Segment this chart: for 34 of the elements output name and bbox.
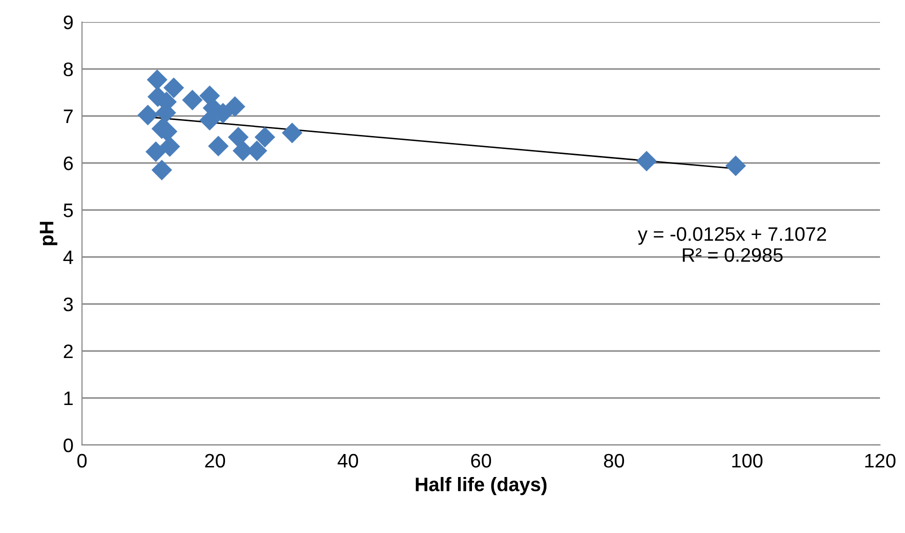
point <box>254 126 276 148</box>
y-tick-label: 4 <box>63 250 74 264</box>
x-tick-label: 20 <box>205 454 226 468</box>
x-tick-label: 120 <box>865 454 896 468</box>
point <box>182 90 203 110</box>
point <box>636 150 657 172</box>
point <box>163 78 184 98</box>
point <box>224 96 246 117</box>
point <box>152 160 172 180</box>
y-tick-label: 9 <box>64 15 73 30</box>
x-tick-label: 80 <box>604 454 624 468</box>
point <box>282 122 302 144</box>
y-tick-label: 5 <box>64 204 73 218</box>
point <box>228 126 249 148</box>
x-axis-title: Half life (days) <box>416 477 546 496</box>
y-tick-label: 7 <box>64 110 73 124</box>
y-tick-label: 6 <box>64 156 73 170</box>
point <box>725 156 746 176</box>
y-tick-label: 1 <box>64 392 73 406</box>
x-tick-label: 40 <box>338 454 358 468</box>
y-tick-label: 2 <box>64 344 73 358</box>
point <box>138 104 158 126</box>
y-tick-label: 0 <box>64 438 73 452</box>
annotation: y = -0.0125x + 7.1072 R² = 0.2985 <box>638 227 826 262</box>
y-tick-label: 8 <box>64 62 73 76</box>
point <box>208 136 229 156</box>
x-tick-label: 0 <box>77 454 87 468</box>
point <box>146 141 166 162</box>
y-tick-label: 3 <box>64 297 73 312</box>
point <box>146 70 168 90</box>
x-tick-label: 100 <box>732 454 762 468</box>
x-tick-label: 60 <box>471 454 492 468</box>
point <box>159 136 180 157</box>
y-axis-title: pH <box>40 222 58 246</box>
